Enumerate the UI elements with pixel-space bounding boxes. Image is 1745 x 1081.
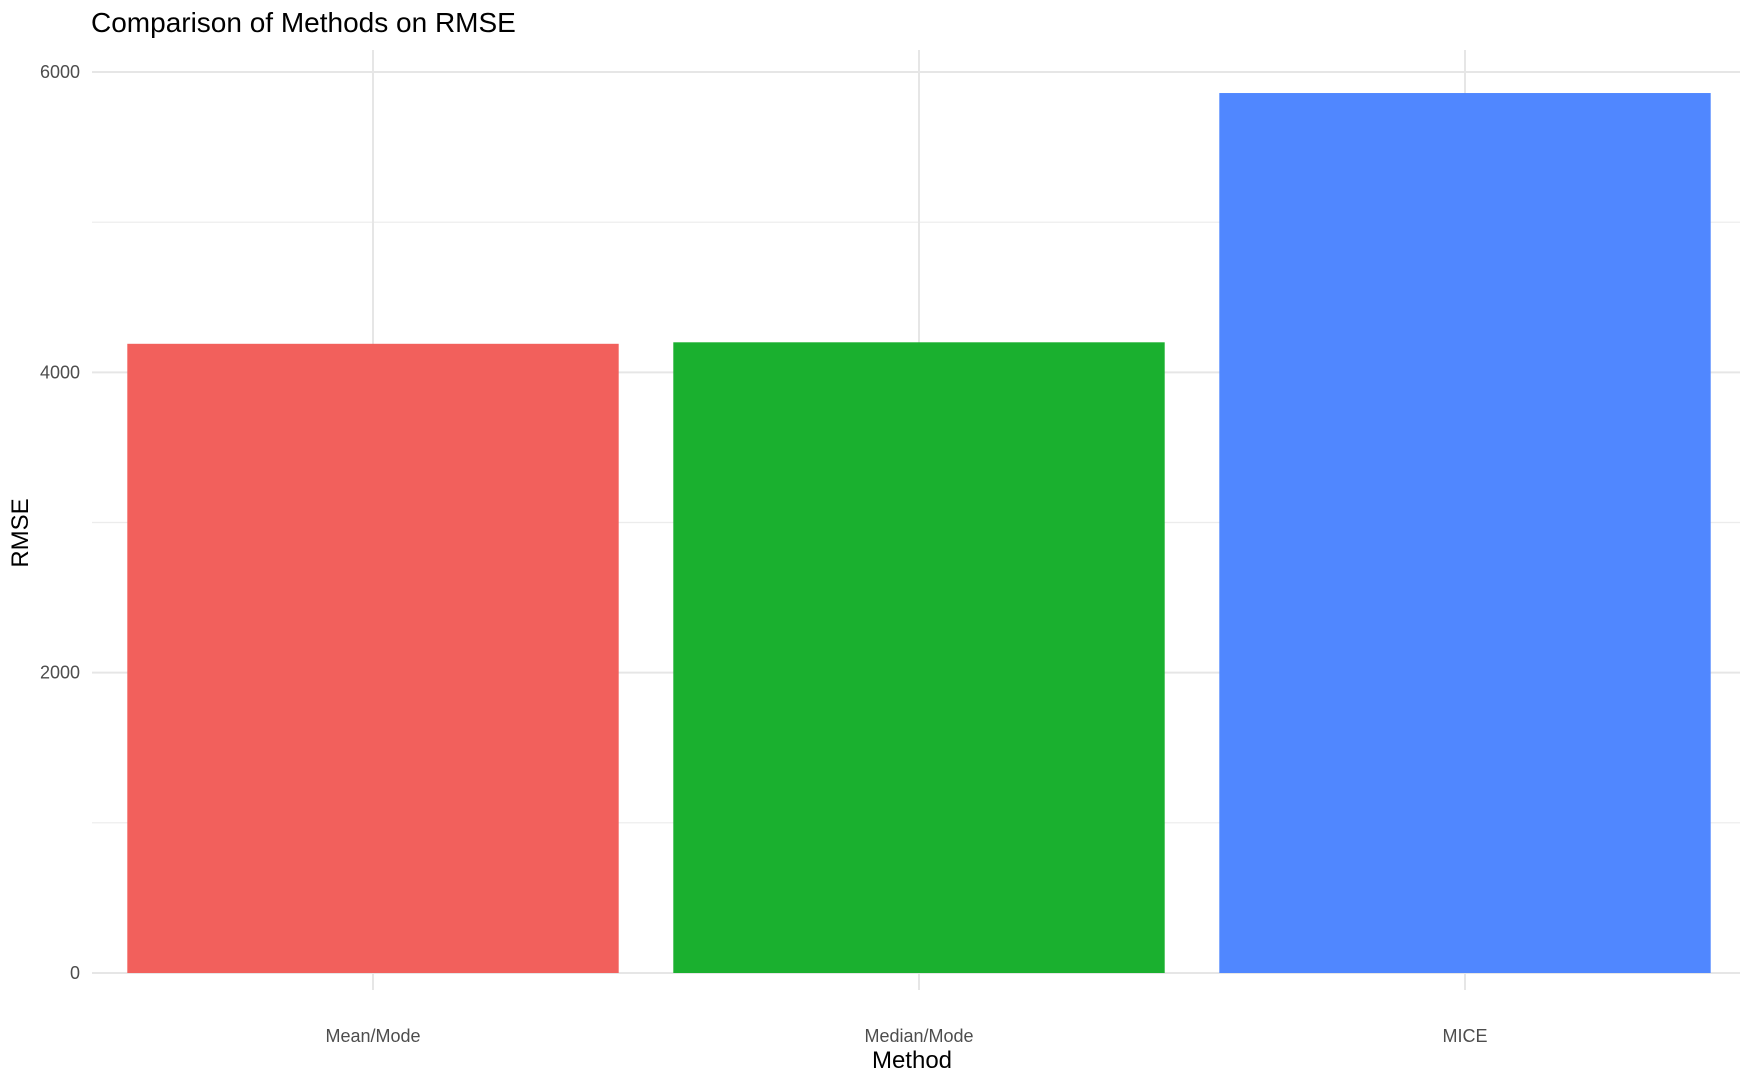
y-axis-ticks: 0 2000 4000 6000 [40,62,80,983]
bar-mean-mode [127,343,619,974]
y-tick-label: 6000 [40,62,80,82]
y-tick-label: 4000 [40,362,80,382]
bar-mice [1219,93,1711,974]
x-axis-title: Method [872,1047,952,1074]
chart-title: Comparison of Methods on RMSE [91,7,516,38]
x-tick-label: Mean/Mode [325,1026,420,1046]
bars [127,93,1711,974]
y-axis-title: RMSE [7,498,34,567]
bar-median-mode [673,342,1165,973]
y-tick-label: 0 [70,963,80,983]
x-axis-ticks: Mean/Mode Median/Mode MICE [325,1026,1487,1046]
x-tick-label: Median/Mode [864,1026,973,1046]
x-tick-label: MICE [1443,1026,1488,1046]
y-tick-label: 2000 [40,663,80,683]
